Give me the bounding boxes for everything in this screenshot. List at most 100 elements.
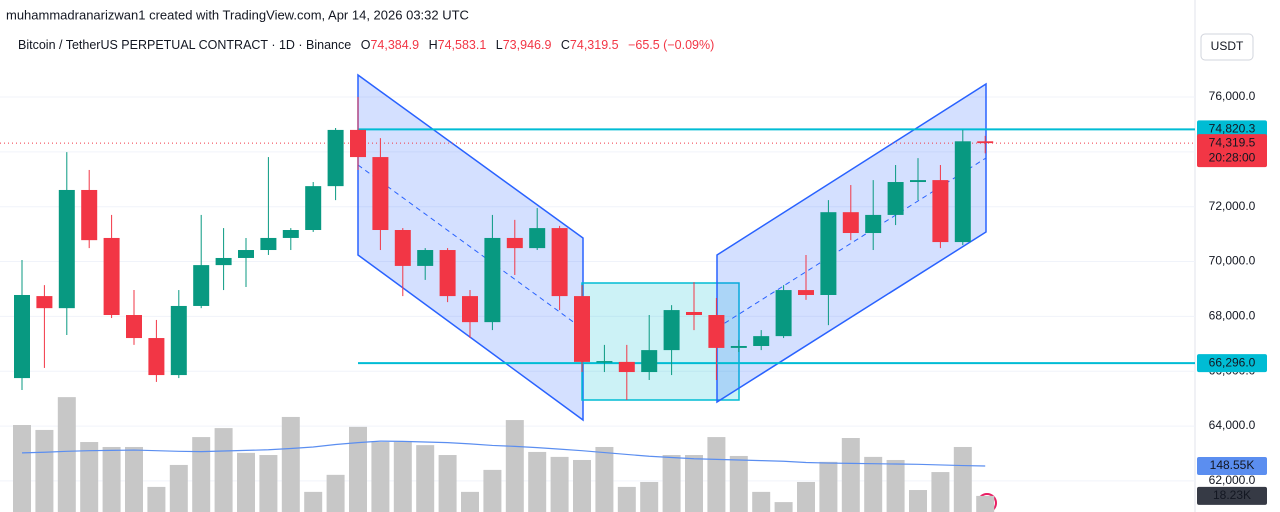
level-label: 74,820.3 <box>1209 122 1256 136</box>
candle-body <box>551 228 568 297</box>
candle-body <box>730 345 747 348</box>
volume-last-label: 18.23K <box>1213 488 1251 502</box>
volume-bar <box>349 426 367 512</box>
candle-body <box>596 361 613 363</box>
volume-bar <box>662 455 681 512</box>
candle-body <box>126 315 142 339</box>
volume-bar <box>326 474 345 512</box>
currency[interactable]: USDT <box>1211 39 1244 53</box>
legend: Bitcoin / TetherUS PERPETUAL CONTRACT · … <box>18 38 714 52</box>
candle-body <box>148 338 165 376</box>
candle-body <box>81 189 98 241</box>
ohlc-value: 74,384.9 <box>370 38 419 52</box>
candle-body <box>282 230 299 238</box>
candle-body <box>798 290 814 295</box>
level-box <box>1197 120 1267 139</box>
candle-body <box>977 141 994 144</box>
candle-body <box>932 180 949 243</box>
ohlc-label: C <box>561 38 570 52</box>
ohlc-value: 74,583.1 <box>438 38 487 52</box>
ohlc-value: 73,946.9 <box>503 38 552 52</box>
volume-bar <box>505 420 524 512</box>
last-price-label: 74,319.5 <box>1209 135 1256 149</box>
volume-bar <box>864 456 883 512</box>
volume-bar <box>953 446 972 512</box>
candle-body <box>439 250 456 297</box>
last-price-box <box>1197 134 1267 168</box>
volume-bar <box>976 495 995 512</box>
volume-bar <box>259 455 278 512</box>
volume-bar <box>550 456 569 512</box>
volume-bar <box>214 428 233 512</box>
candle-body <box>708 315 725 348</box>
candle-body <box>327 129 344 187</box>
channel <box>716 82 987 404</box>
channel-midline <box>357 164 584 330</box>
volume-bar <box>797 481 815 512</box>
credit: muhammadranarizwan1 created with Trading… <box>6 7 469 22</box>
volume-bar <box>931 472 950 512</box>
volume-bar <box>841 438 860 512</box>
volume-bar <box>237 452 255 512</box>
candle-body <box>887 182 904 215</box>
candle-body <box>820 212 837 295</box>
volume-bar <box>752 491 771 512</box>
volume-bar <box>617 486 636 512</box>
y-tick-label: 62,000.0 <box>1209 473 1256 487</box>
change: −65.5 (−0.09%) <box>628 38 714 52</box>
candle-body <box>910 180 926 183</box>
candle-body <box>103 237 120 316</box>
volume-ma-box <box>1197 457 1267 476</box>
level-label: 66,296.0 <box>1209 355 1256 369</box>
volume-bar <box>461 491 479 512</box>
candle-body <box>394 230 411 266</box>
volume-bar <box>819 461 838 512</box>
candle-body <box>36 296 53 309</box>
symbol: Bitcoin / TetherUS PERPETUAL CONTRACT · … <box>18 38 351 52</box>
candle-body <box>372 157 389 231</box>
volume-bar <box>393 442 412 512</box>
volume-bar <box>640 481 659 512</box>
volume-bar <box>707 437 726 512</box>
countdown: 20:28:00 <box>1209 150 1256 164</box>
volume-bar <box>483 469 502 512</box>
volume-bar <box>774 502 793 512</box>
volume-bar <box>169 464 188 512</box>
y-tick-label: 72,000.0 <box>1209 199 1256 213</box>
candle-body <box>484 237 501 323</box>
volume-bar <box>281 416 300 512</box>
candle-body <box>618 361 635 373</box>
volume-bar <box>80 442 99 512</box>
ohlc-label: L <box>496 38 503 52</box>
volume-bar <box>438 455 457 512</box>
candle-body <box>238 250 254 258</box>
candle-body <box>462 296 478 323</box>
volume-bar <box>729 455 748 512</box>
volume-bar <box>573 459 591 512</box>
candle-body <box>529 228 546 249</box>
volume-bar <box>685 455 703 512</box>
volume-bar <box>102 446 121 512</box>
volume-bar <box>371 442 390 512</box>
volume-ma-label: 148.55K <box>1210 458 1255 472</box>
volume-bar <box>416 445 435 512</box>
candle-body <box>753 336 770 346</box>
volume-bar <box>528 451 547 512</box>
volume-bar <box>192 437 211 512</box>
y-tick-label: 64,000.0 <box>1209 418 1256 432</box>
candle-body <box>170 305 187 376</box>
candle-body <box>641 350 658 373</box>
candle-body <box>574 296 590 362</box>
currency-button[interactable] <box>1200 33 1254 61</box>
y-tick-label: 76,000.0 <box>1209 89 1256 103</box>
volume-bar <box>909 490 927 512</box>
candle-body <box>663 310 680 351</box>
candle-body <box>350 129 366 158</box>
ohlc-label: O <box>361 38 371 52</box>
candle-body <box>775 290 792 337</box>
volume-bar <box>304 491 323 512</box>
background-layer <box>0 0 1196 512</box>
volume-bar <box>595 446 614 512</box>
volume-ma-line <box>21 440 986 467</box>
